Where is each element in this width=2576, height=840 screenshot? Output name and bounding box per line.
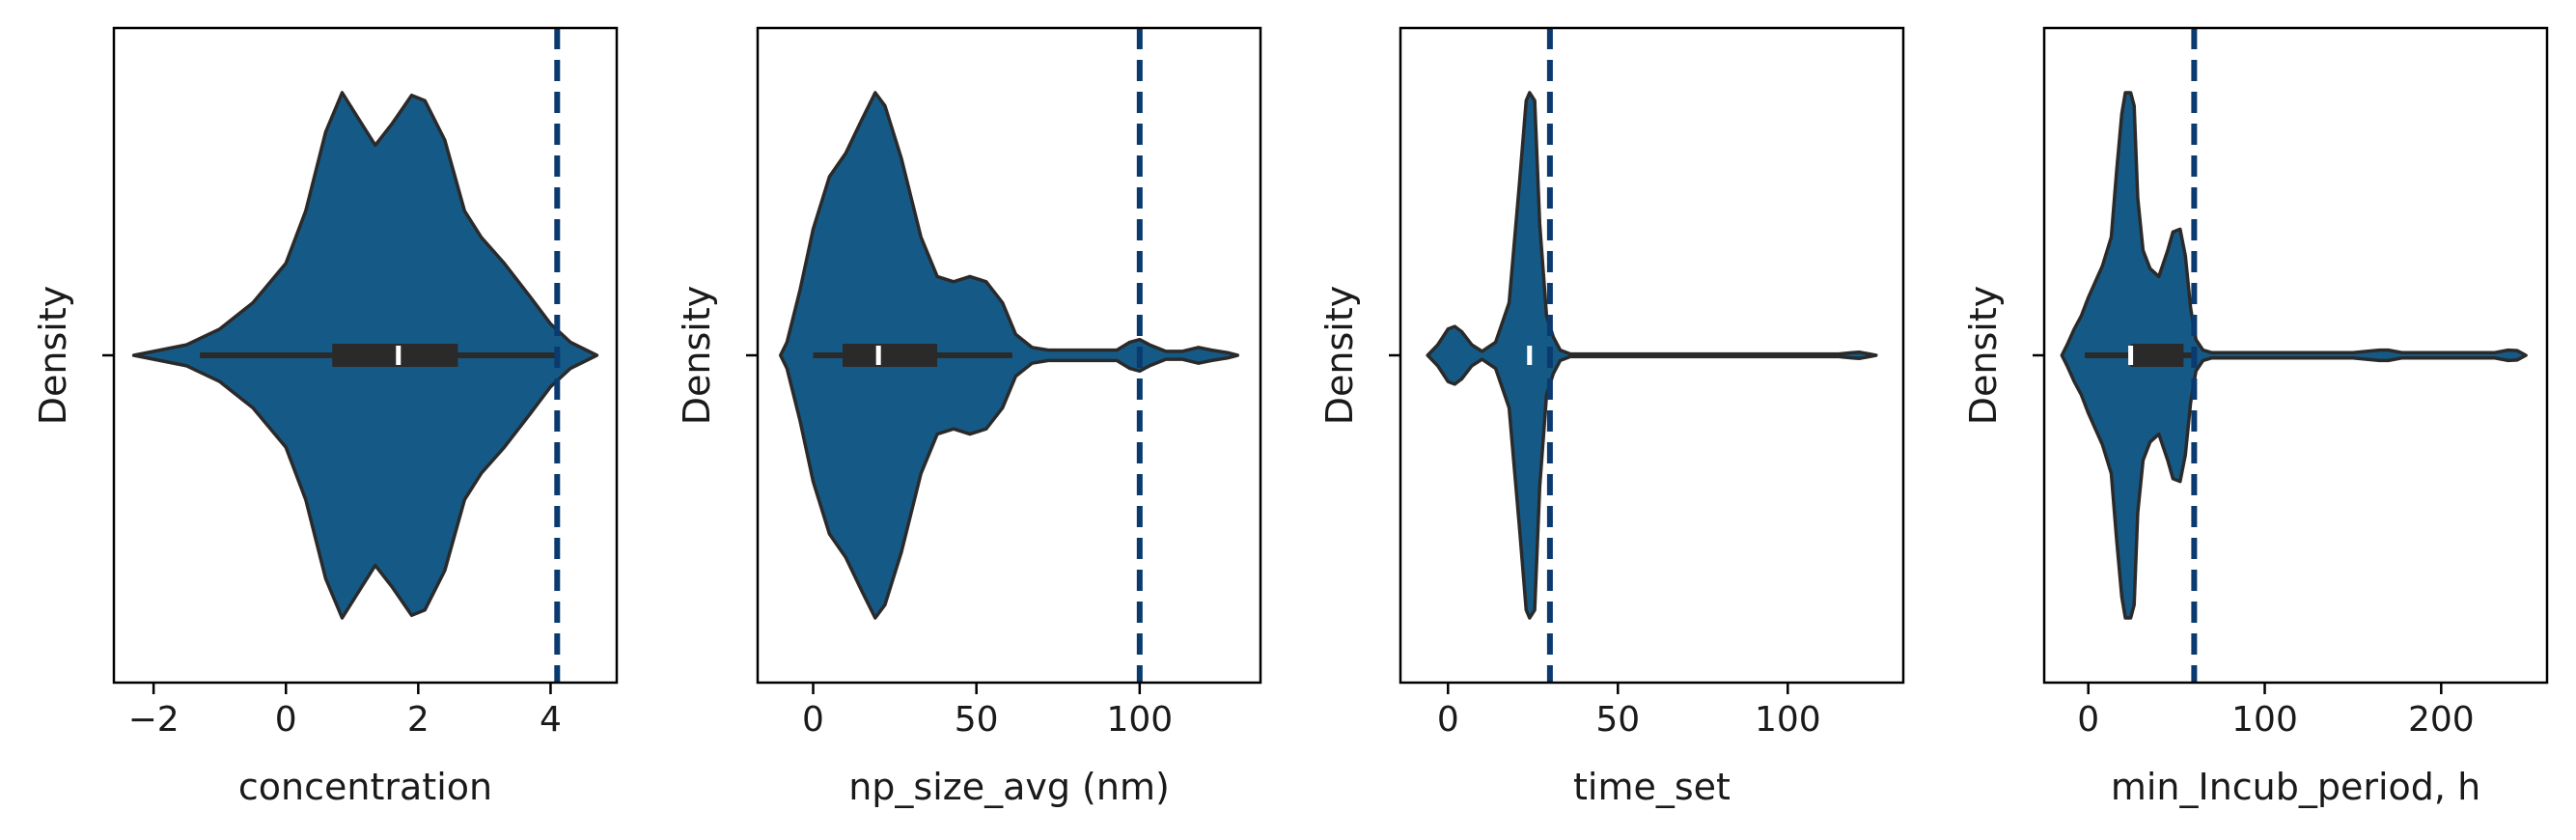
violin-iqr-box (332, 344, 458, 367)
x-tick-label: 2 (407, 700, 429, 740)
x-tick-label: 50 (955, 700, 999, 740)
violin-panel-3: 0 50 100 time_set Density (1318, 26, 1905, 808)
violin-panel-1: −2 0 2 4 concentration Density (32, 26, 619, 808)
x-tick-label: 0 (1437, 700, 1459, 740)
violin-body (2060, 91, 2528, 620)
x-tick-label: 50 (1595, 700, 1640, 740)
violin-median-marker (875, 346, 881, 365)
x-tick-label: 100 (1106, 700, 1173, 740)
x-tick-label: 4 (540, 700, 562, 740)
x-tick-label: −2 (128, 700, 180, 740)
violin-body (1426, 91, 1878, 620)
violin-median-marker (1527, 346, 1533, 365)
violin-median-marker (2128, 346, 2134, 365)
violin-iqr-box (2130, 344, 2184, 367)
violin-panel-2: 0 50 100 np_size_avg (nm) Density (676, 26, 1262, 808)
x-tick-label: 0 (2077, 700, 2099, 740)
violin-median-marker (396, 346, 402, 365)
violin-iqr-box (842, 344, 938, 367)
y-axis-label: Density (676, 286, 718, 425)
x-axis-label: concentration (238, 766, 492, 808)
x-tick-label: 200 (2408, 700, 2475, 740)
violin-panel-4: 0 100 200 min_Incub_period, h Density (1962, 26, 2549, 808)
x-tick-label: 100 (1755, 700, 1821, 740)
x-axis-label: min_Incub_period, h (2111, 766, 2480, 808)
x-tick-label: 100 (2231, 700, 2298, 740)
y-axis-label: Density (32, 286, 74, 425)
x-axis-label: time_set (1573, 766, 1731, 808)
x-tick-label: 0 (802, 700, 824, 740)
y-axis-label: Density (1318, 286, 1361, 425)
y-axis-label: Density (1962, 286, 2005, 425)
x-axis-label: np_size_avg (nm) (848, 766, 1170, 808)
x-tick-label: 0 (275, 700, 297, 740)
